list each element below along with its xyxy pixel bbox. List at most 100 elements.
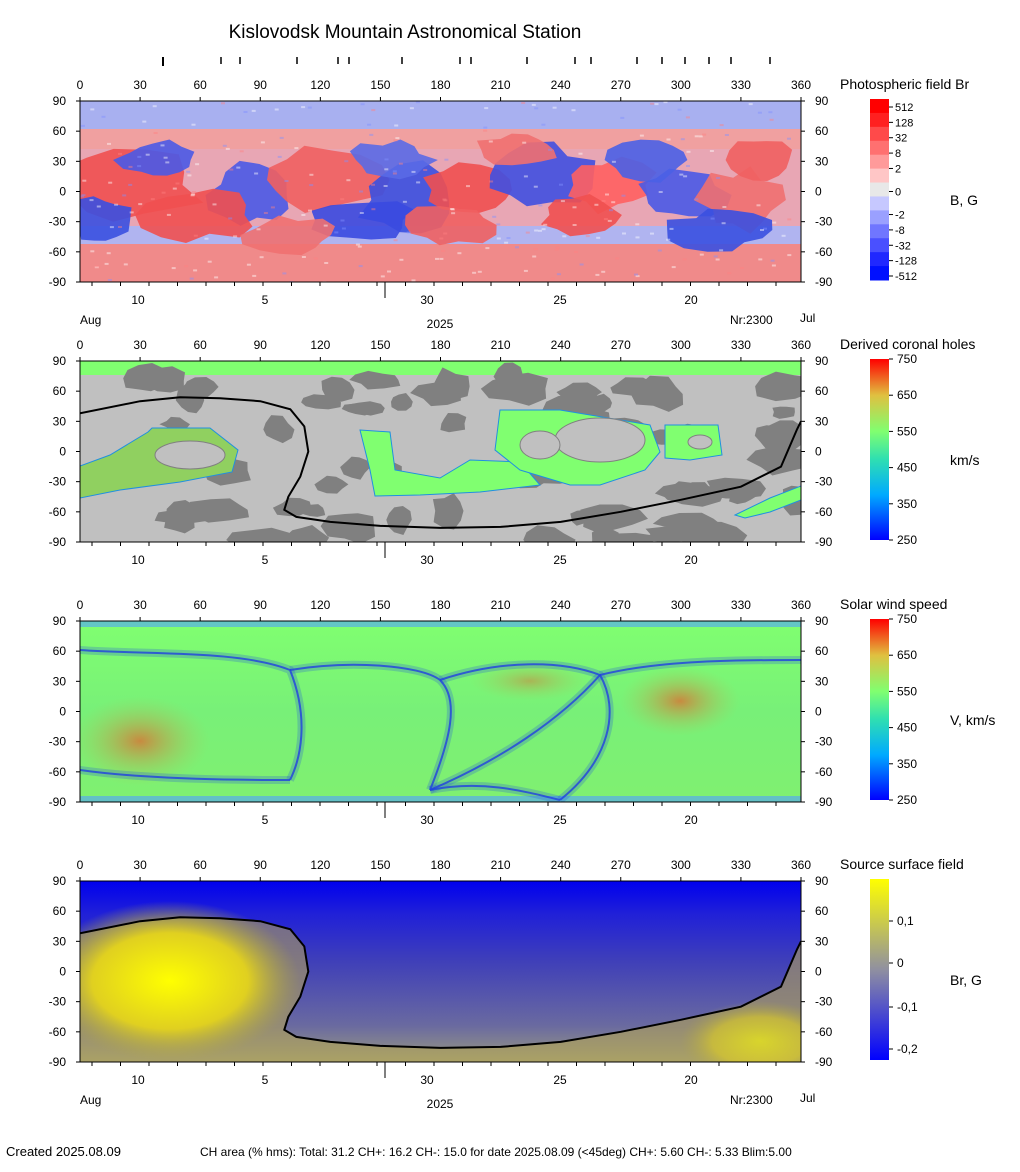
field-speckle [128,165,133,168]
longitude-tick-label: 60 [193,78,207,92]
field-speckle [191,191,196,194]
magnetic-region [240,215,335,256]
field-speckle [639,134,644,137]
field-speckle [770,259,775,262]
colorbar-tick-label: 128 [895,117,913,129]
longitude-tick-label: 120 [310,78,330,92]
date-month-right: Jul [800,311,815,325]
field-speckle [423,169,428,171]
longitude-tick-label: 210 [491,338,511,352]
longitude-tick-label: 30 [133,338,147,352]
field-speckle [533,248,538,251]
date-tick-label: 10 [131,293,145,307]
field-speckle [578,152,583,155]
field-speckle [550,277,555,280]
longitude-tick-label: 270 [611,78,631,92]
field-speckle [340,198,345,201]
field-speckle [346,179,351,182]
field-speckle [165,161,170,164]
field-speckle [187,174,192,177]
magnetic-region [80,196,132,241]
field-speckle [341,227,346,230]
field-speckle [669,227,674,230]
latitude-tick-label-left: -90 [49,275,67,289]
field-speckle [449,208,454,210]
latitude-tick-label-right: -60 [815,245,833,259]
field-speckle [650,102,655,105]
field-speckle [254,172,259,175]
magnetic-region [113,139,195,176]
longitude-tick-label: 90 [254,858,268,872]
colorbar [870,879,889,1060]
hole-island [554,417,646,463]
south-polar-band [80,241,801,282]
longitude-tick-label: 180 [430,338,450,352]
latitude-tick-label-right: 0 [815,965,822,979]
field-speckle [150,198,155,201]
field-speckle [571,109,576,112]
hole-island [687,434,713,450]
dark-region [226,527,297,542]
longitude-tick-label: 60 [193,338,207,352]
field-speckle [721,222,726,225]
longitude-tick-label: 120 [310,598,330,612]
dark-region [630,375,684,412]
date-year: 2025 [427,317,454,331]
field-speckle [603,218,608,221]
longitude-tick-label: 30 [133,598,147,612]
dark-region [182,498,249,523]
magnetic-region [540,194,622,237]
fast-wind-region [470,661,590,701]
slow-wind-lane [289,663,452,791]
carrington-rotation: Nr:2300 [730,1093,773,1107]
colorbar-tick-label: 0 [895,187,901,199]
latitude-tick-label-right: 90 [815,614,829,628]
longitude-tick-label: 360 [791,858,811,872]
field-speckle [457,252,462,255]
field-speckle [506,237,511,239]
longitude-tick-label: 270 [611,338,631,352]
latitude-tick-label-right: -30 [815,475,833,489]
date-tick-label: 10 [131,1073,145,1087]
field-speckle [239,150,244,153]
field-speckle [698,135,703,138]
latitude-tick-label-left: 0 [59,185,66,199]
longitude-tick-label: 210 [491,598,511,612]
longitude-tick-label: 30 [133,858,147,872]
longitude-tick-label: 240 [551,338,571,352]
date-tick-label: 5 [262,553,269,567]
carrington-rotation: Nr:2300 [730,313,773,327]
field-speckle [411,279,416,282]
field-speckle [787,137,791,140]
latitude-tick-label-left: -90 [49,535,67,549]
latitude-tick-label-right: 30 [815,154,829,168]
longitude-tick-label: 0 [77,78,84,92]
field-speckle [89,199,94,202]
magnetic-region [666,208,773,252]
colorbar-tick-label: 512 [895,102,913,114]
latitude-tick-label-left: 60 [53,124,67,138]
longitude-tick-label: 210 [491,858,511,872]
date-month-left: Aug [80,1093,101,1107]
field-speckle [402,200,407,203]
latitude-tick-label-right: 60 [815,384,829,398]
longitude-tick-label: 330 [731,858,751,872]
field-speckle [559,183,563,186]
longitude-tick-label: 90 [254,78,268,92]
field-speckle [190,194,195,197]
field-speckle [392,170,397,173]
latitude-tick-label-right: -30 [815,735,833,749]
colorbar-tick-label: 450 [897,461,917,475]
latitude-tick-label-right: -60 [815,505,833,519]
field-speckle [556,273,561,276]
colorbar-segment [870,112,889,128]
polar-boundary [80,796,801,802]
field-speckle [94,265,99,268]
dark-region [591,527,620,542]
magnetic-region [725,141,793,181]
field-speckle [90,108,95,111]
field-speckle [758,258,763,261]
field-speckle [525,231,530,234]
colorbar-tick-label: 350 [897,497,917,511]
longitude-tick-label: 90 [254,598,268,612]
